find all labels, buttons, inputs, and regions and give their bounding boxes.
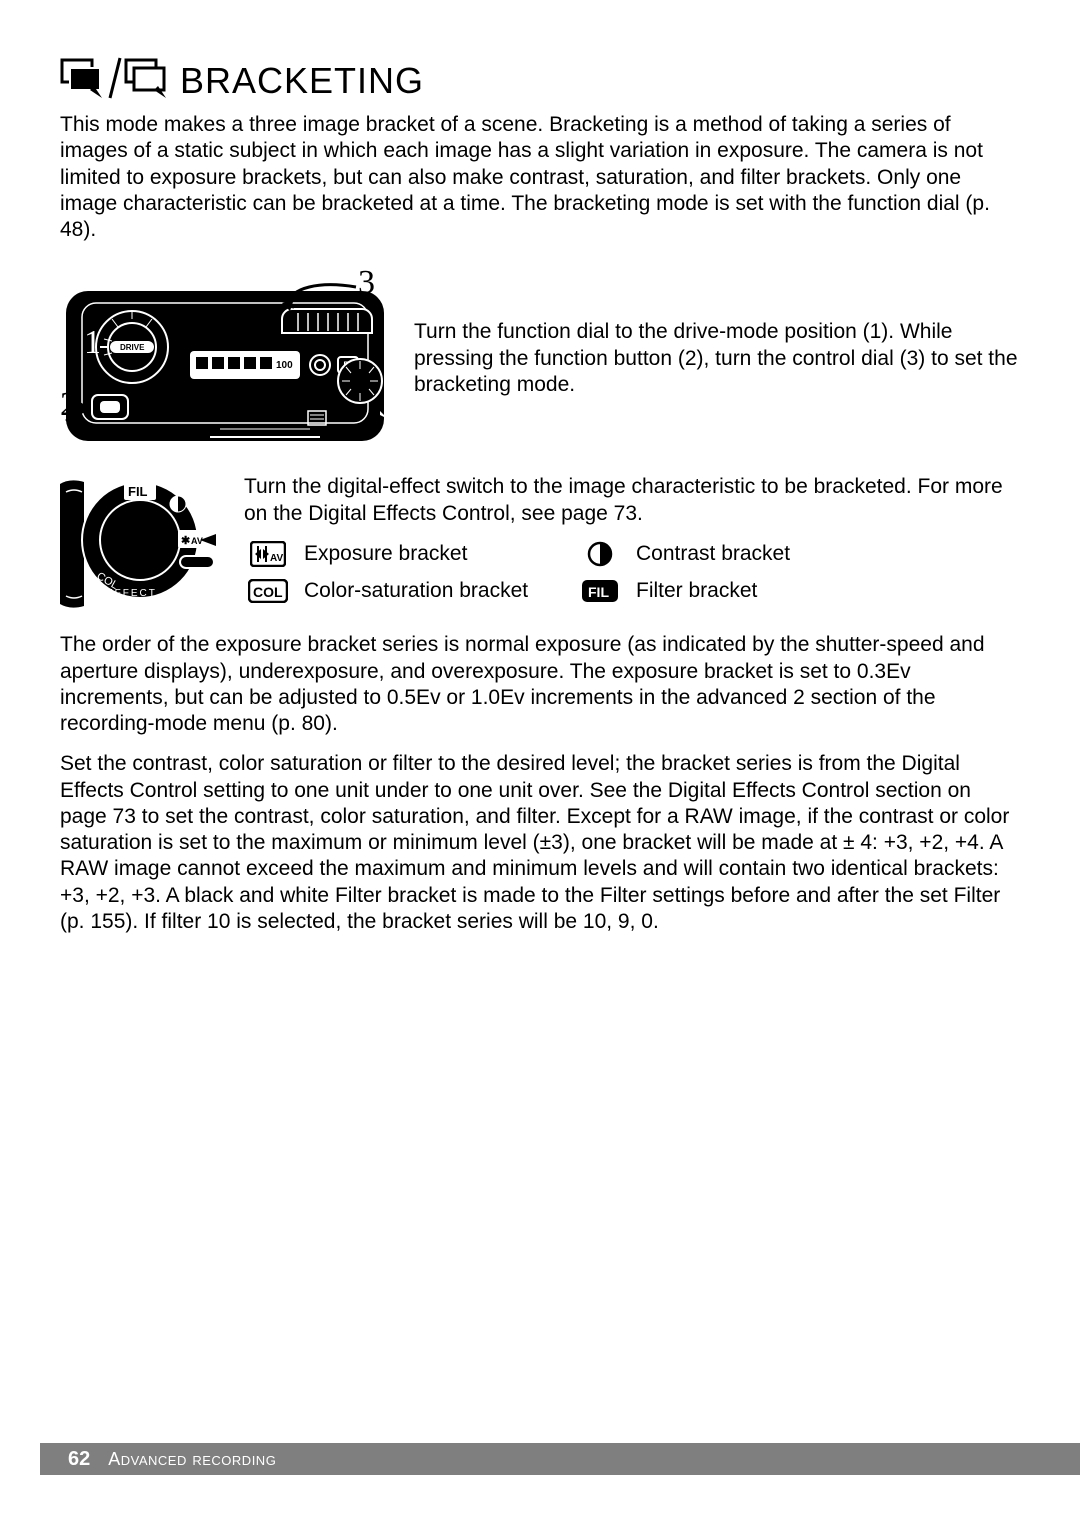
- exposure-order-paragraph: The order of the exposure bracket series…: [60, 632, 1020, 737]
- filter-bracket-label: Filter bracket: [636, 579, 1020, 603]
- bracket-type-grid: AV Exposure bracket Contrast bracket COL: [248, 541, 1020, 603]
- dial-step-column: Turn the digital-effect switch to the im…: [244, 474, 1020, 603]
- col-icon: COL: [248, 579, 288, 603]
- svg-text:100: 100: [276, 360, 293, 371]
- fil-icon: FIL: [580, 579, 620, 603]
- footer-section-label: Advanced recording: [108, 1449, 276, 1470]
- contrast-bracket-label: Contrast bracket: [636, 542, 1020, 566]
- heading-row: BRACKETING: [60, 56, 1020, 102]
- intro-paragraph: This mode makes a three image bracket of…: [60, 112, 1020, 243]
- svg-text:✱: ✱: [181, 535, 190, 547]
- page-title: BRACKETING: [180, 60, 424, 102]
- exposure-bracket-label: Exposure bracket: [304, 542, 564, 566]
- callout-1-num: 1: [84, 324, 101, 361]
- dial-step-section: FIL ✱ AV COL EFFECT Turn the digital-: [60, 474, 1020, 614]
- svg-text:AV: AV: [191, 536, 203, 546]
- color-saturation-bracket-label: Color-saturation bracket: [304, 579, 564, 603]
- callout-3-num: 3: [358, 264, 375, 301]
- contrast-icon: [580, 541, 620, 567]
- camera-step-text: Turn the function dial to the drive-mode…: [414, 319, 1020, 398]
- manual-page: BRACKETING This mode makes a three image…: [0, 0, 1080, 1529]
- svg-text:COL: COL: [253, 584, 283, 600]
- footer-page-number: 62: [68, 1448, 90, 1471]
- set-contrast-paragraph: Set the contrast, color saturation or fi…: [60, 751, 1020, 935]
- bracketing-stack-icon: [60, 56, 170, 102]
- svg-text:EFFECT: EFFECT: [106, 588, 157, 599]
- dial-step-text: Turn the digital-effect switch to the im…: [244, 474, 1020, 527]
- camera-step-section: DRIVE: [60, 261, 1020, 456]
- svg-text:FIL: FIL: [588, 584, 609, 600]
- svg-text:FIL: FIL: [128, 484, 148, 499]
- digital-effect-dial-figure: FIL ✱ AV COL EFFECT: [60, 474, 220, 614]
- exposure-av-icon: AV: [248, 541, 288, 567]
- footer-bar: 62 Advanced recording: [40, 1443, 1080, 1475]
- svg-text:AV: AV: [270, 553, 283, 564]
- svg-text:DRIVE: DRIVE: [120, 343, 145, 352]
- camera-top-figure: DRIVE: [60, 261, 390, 456]
